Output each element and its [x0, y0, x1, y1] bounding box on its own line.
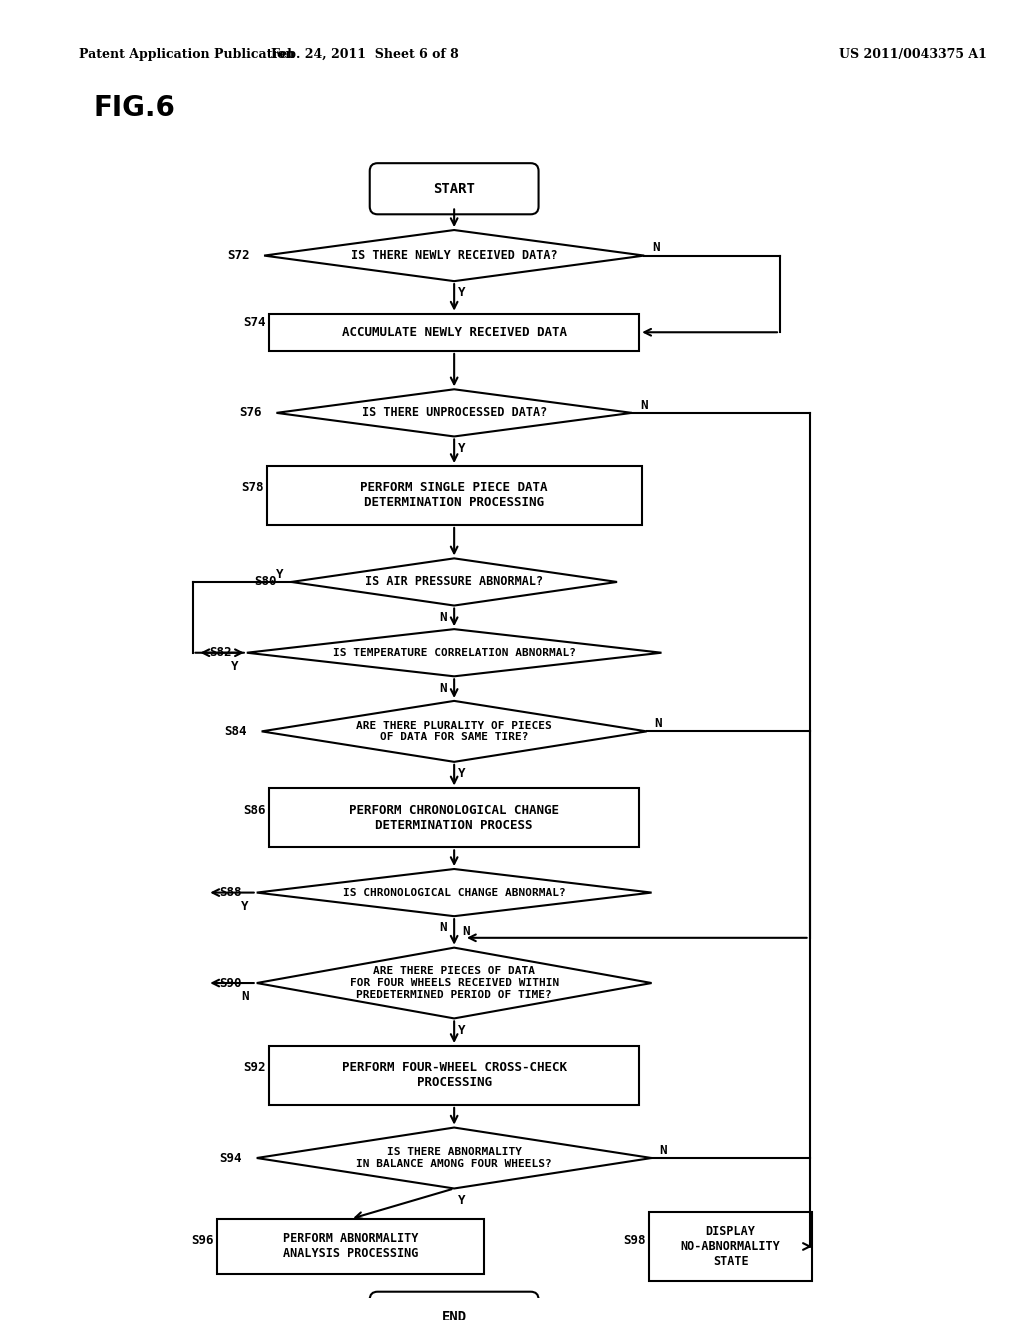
Text: N: N — [438, 921, 446, 935]
Polygon shape — [257, 869, 651, 916]
Text: S98: S98 — [624, 1234, 646, 1247]
Text: S92: S92 — [244, 1061, 266, 1074]
Text: N: N — [659, 1143, 667, 1156]
Text: FIG.6: FIG.6 — [94, 94, 176, 123]
Text: IS THERE ABNORMALITY
IN BALANCE AMONG FOUR WHEELS?: IS THERE ABNORMALITY IN BALANCE AMONG FO… — [356, 1147, 552, 1168]
Text: PERFORM FOUR-WHEEL CROSS-CHECK
PROCESSING: PERFORM FOUR-WHEEL CROSS-CHECK PROCESSIN… — [342, 1061, 566, 1089]
Text: S96: S96 — [191, 1234, 214, 1247]
Text: Y: Y — [275, 568, 284, 581]
Text: Y: Y — [459, 767, 466, 780]
Text: IS AIR PRESSURE ABNORMAL?: IS AIR PRESSURE ABNORMAL? — [366, 576, 543, 589]
Text: N: N — [438, 681, 446, 694]
Text: S94: S94 — [219, 1151, 242, 1164]
Polygon shape — [247, 630, 662, 676]
Text: IS TEMPERATURE CORRELATION ABNORMAL?: IS TEMPERATURE CORRELATION ABNORMAL? — [333, 648, 575, 657]
Text: PERFORM CHRONOLOGICAL CHANGE
DETERMINATION PROCESS: PERFORM CHRONOLOGICAL CHANGE DETERMINATI… — [349, 804, 559, 832]
Text: S74: S74 — [244, 315, 266, 329]
Polygon shape — [261, 701, 647, 762]
Text: S78: S78 — [241, 480, 263, 494]
Text: DISPLAY
NO-ABNORMALITY
STATE: DISPLAY NO-ABNORMALITY STATE — [681, 1225, 780, 1269]
Bar — [269, 788, 639, 847]
Text: Patent Application Publication: Patent Application Publication — [79, 48, 295, 61]
Text: US 2011/0043375 A1: US 2011/0043375 A1 — [840, 48, 987, 61]
Text: S90: S90 — [219, 977, 242, 990]
Bar — [217, 1218, 483, 1274]
Bar — [649, 1212, 812, 1280]
Text: S84: S84 — [224, 725, 247, 738]
Polygon shape — [276, 389, 632, 437]
Text: IS CHRONOLOGICAL CHANGE ABNORMAL?: IS CHRONOLOGICAL CHANGE ABNORMAL? — [343, 887, 565, 898]
FancyBboxPatch shape — [370, 164, 539, 214]
Text: Y: Y — [459, 1024, 466, 1036]
Text: S76: S76 — [240, 407, 261, 420]
Text: S72: S72 — [226, 249, 249, 263]
Text: Feb. 24, 2011  Sheet 6 of 8: Feb. 24, 2011 Sheet 6 of 8 — [271, 48, 459, 61]
Polygon shape — [257, 948, 651, 1019]
Bar — [269, 1045, 639, 1105]
Text: N: N — [462, 925, 470, 939]
Polygon shape — [257, 1127, 651, 1188]
Text: Y: Y — [242, 900, 249, 913]
Bar — [266, 466, 642, 525]
Text: Y: Y — [459, 1193, 466, 1206]
Text: PERFORM ABNORMALITY
ANALYSIS PROCESSING: PERFORM ABNORMALITY ANALYSIS PROCESSING — [283, 1233, 418, 1261]
Text: Y: Y — [231, 660, 239, 673]
Polygon shape — [291, 558, 617, 606]
Bar — [269, 314, 639, 351]
Text: PERFORM SINGLE PIECE DATA
DETERMINATION PROCESSING: PERFORM SINGLE PIECE DATA DETERMINATION … — [360, 482, 548, 510]
Text: N: N — [640, 399, 647, 412]
Text: ACCUMULATE NEWLY RECEIVED DATA: ACCUMULATE NEWLY RECEIVED DATA — [342, 326, 566, 339]
Text: N: N — [654, 717, 663, 730]
Text: START: START — [433, 182, 475, 195]
Text: IS THERE NEWLY RECEIVED DATA?: IS THERE NEWLY RECEIVED DATA? — [351, 249, 557, 263]
Text: S88: S88 — [219, 886, 242, 899]
Text: N: N — [242, 990, 249, 1003]
Text: Y: Y — [459, 286, 466, 300]
Text: S86: S86 — [244, 804, 266, 817]
FancyBboxPatch shape — [370, 1292, 539, 1320]
Text: N: N — [652, 242, 659, 255]
Text: S80: S80 — [254, 576, 276, 589]
Text: END: END — [441, 1311, 467, 1320]
Text: ARE THERE PIECES OF DATA
FOR FOUR WHEELS RECEIVED WITHIN
PREDETERMINED PERIOD OF: ARE THERE PIECES OF DATA FOR FOUR WHEELS… — [349, 966, 559, 999]
Text: S82: S82 — [210, 647, 232, 659]
Text: IS THERE UNPROCESSED DATA?: IS THERE UNPROCESSED DATA? — [361, 407, 547, 420]
Polygon shape — [264, 230, 644, 281]
Text: N: N — [438, 611, 446, 624]
Text: Y: Y — [459, 442, 466, 455]
Text: ARE THERE PLURALITY OF PIECES
OF DATA FOR SAME TIRE?: ARE THERE PLURALITY OF PIECES OF DATA FO… — [356, 721, 552, 742]
